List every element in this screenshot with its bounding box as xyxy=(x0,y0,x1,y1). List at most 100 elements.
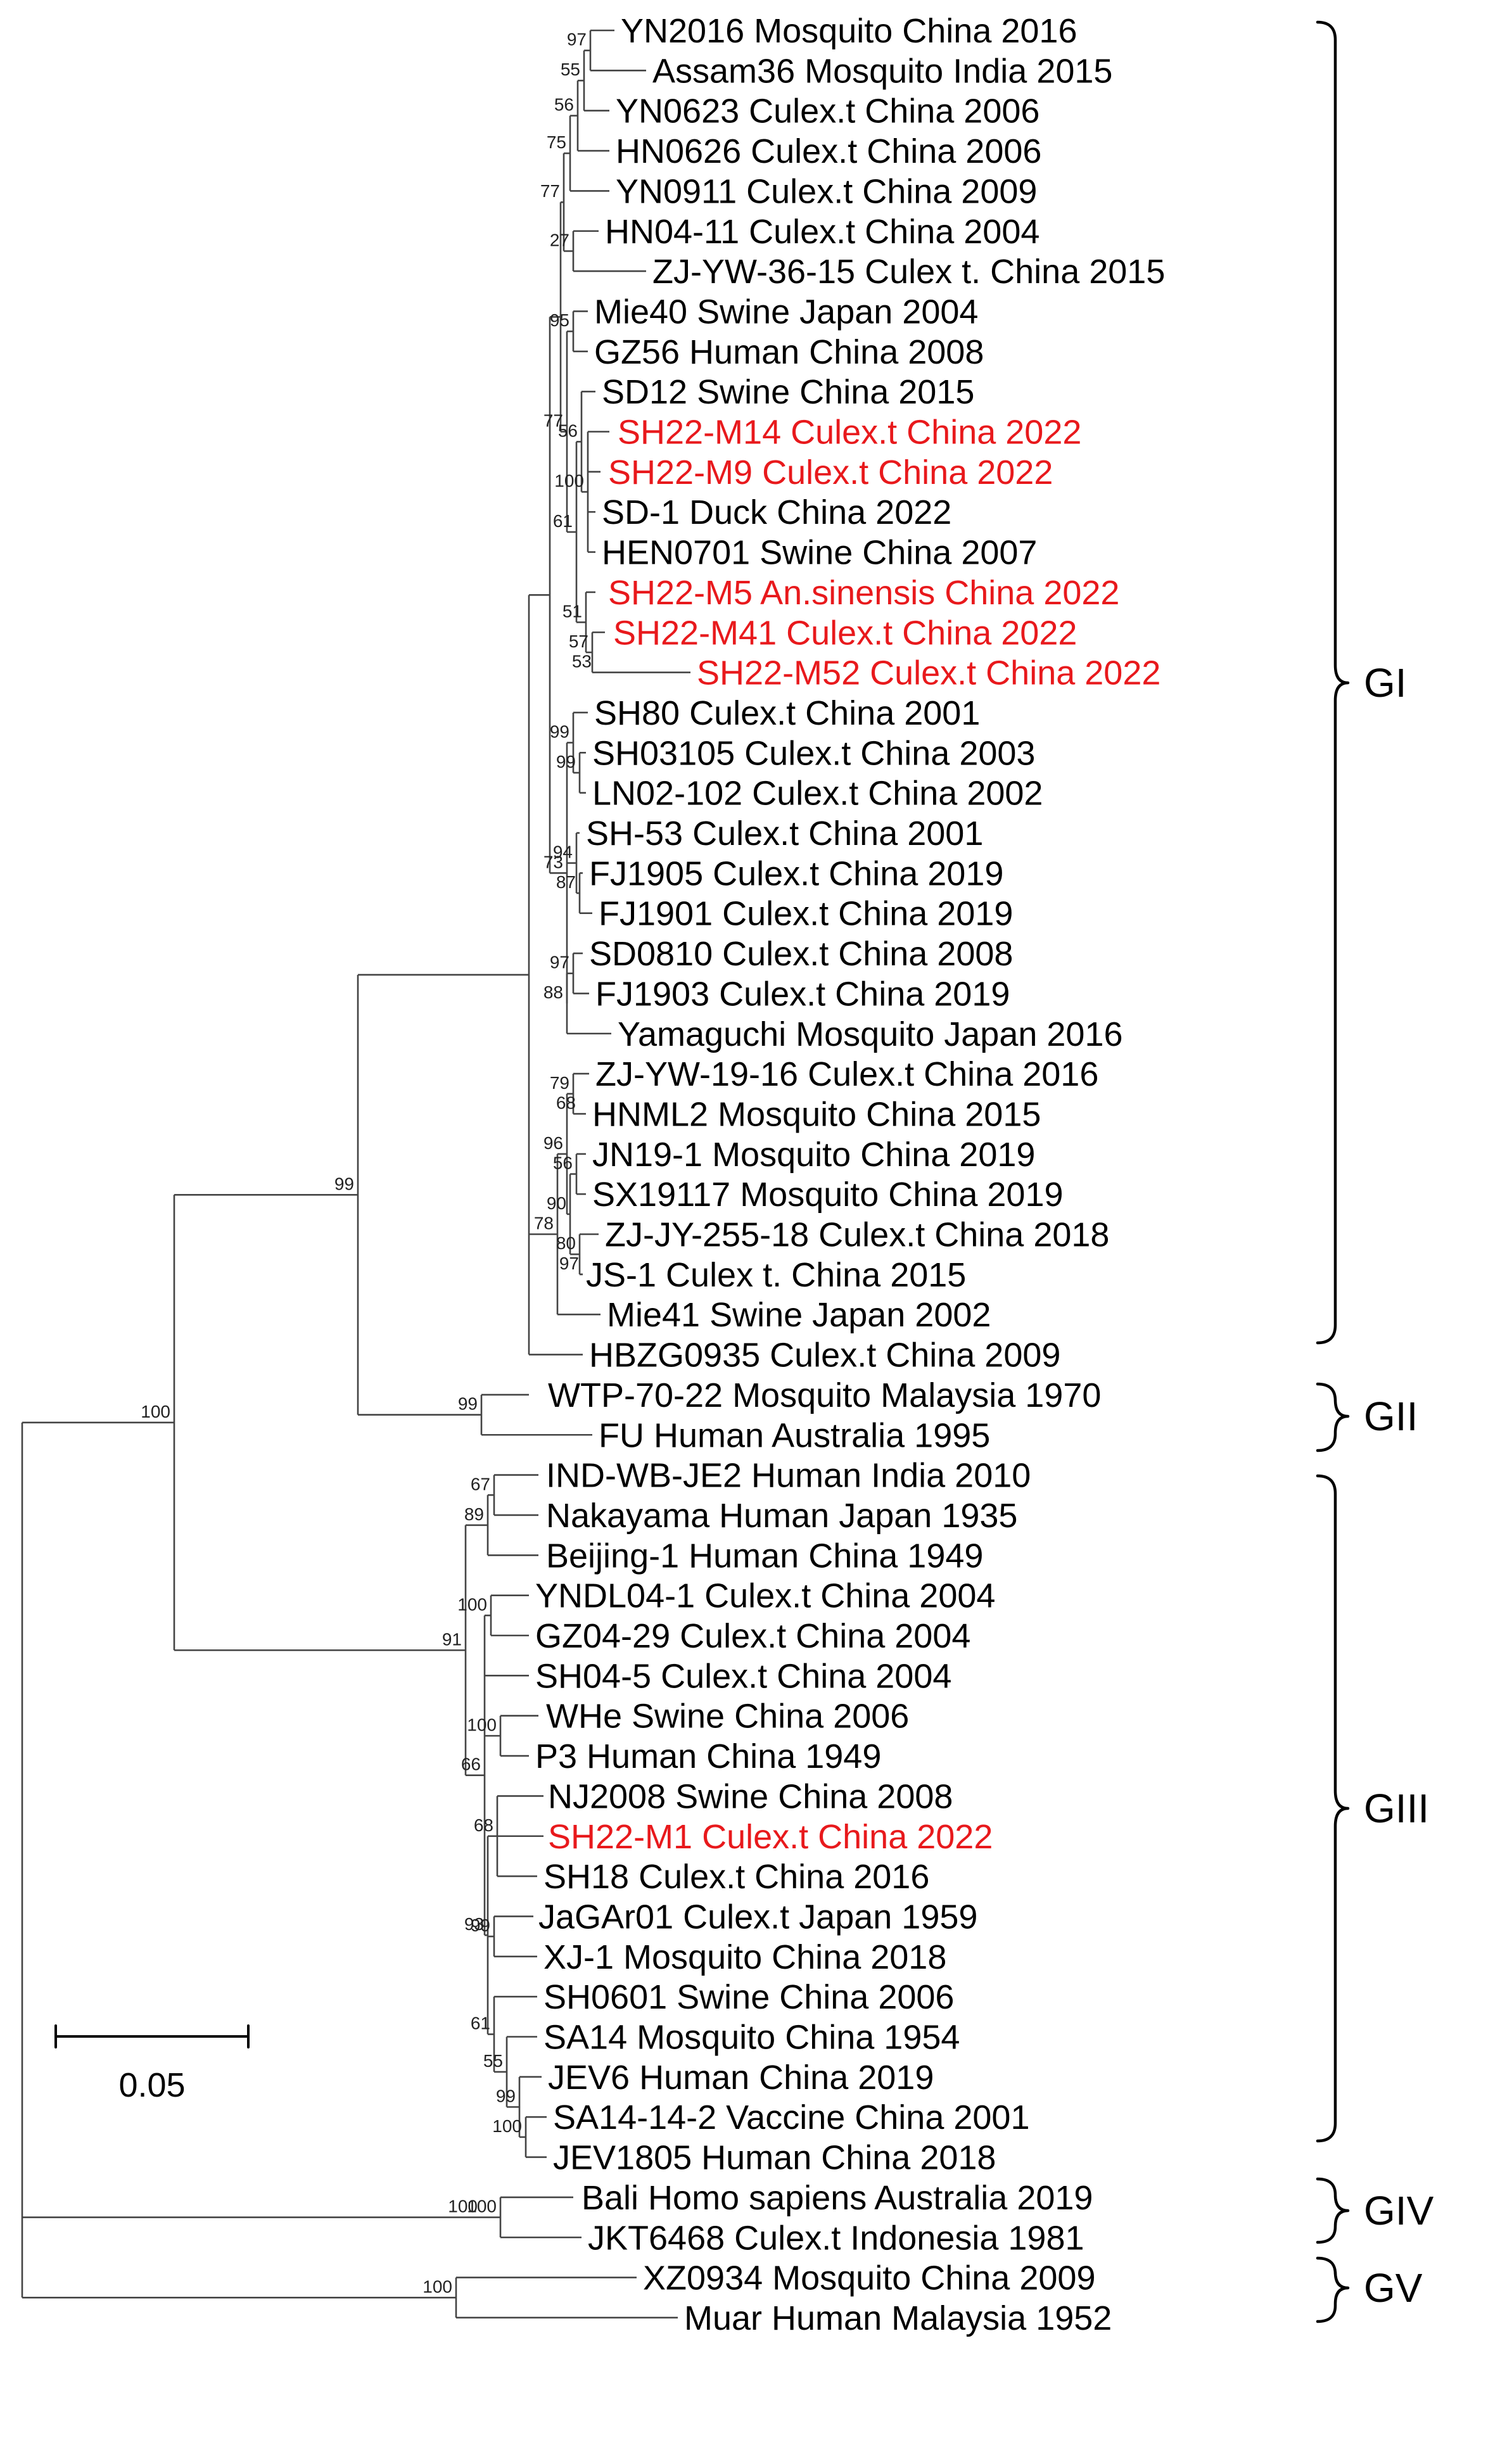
leaf-label: GZ56 Human China 2008 xyxy=(594,333,984,371)
clade-bracket xyxy=(1316,1382,1350,1452)
bootstrap-value: 67 xyxy=(471,1474,490,1494)
bootstrap-value: 100 xyxy=(141,1402,170,1421)
leaf-label: WHe Swine China 2006 xyxy=(546,1698,909,1736)
bootstrap-value: 56 xyxy=(558,421,578,440)
leaf-label: SH18 Culex.t China 2016 xyxy=(543,1858,929,1896)
leaf-label: SH80 Culex.t China 2001 xyxy=(594,694,980,732)
bootstrap-value: 88 xyxy=(543,982,563,1002)
leaf-label: SD0810 Culex.t China 2008 xyxy=(589,935,1013,973)
clade-label: GII xyxy=(1364,1394,1418,1439)
leaf-label: JN19-1 Mosquito China 2019 xyxy=(592,1136,1035,1174)
clade-label: GI xyxy=(1364,660,1407,706)
leaf-label: Assam36 Mosquito India 2015 xyxy=(652,52,1112,90)
leaf-label: JKT6468 Culex.t Indonesia 1981 xyxy=(588,2219,1084,2257)
leaf-label: FJ1903 Culex.t China 2019 xyxy=(595,975,1010,1013)
leaf-label: ZJ-YW-36-15 Culex t. China 2015 xyxy=(652,253,1165,291)
bootstrap-value: 78 xyxy=(534,1214,554,1233)
bootstrap-value: 99 xyxy=(458,1394,478,1414)
leaf-label: HN0626 Culex.t China 2006 xyxy=(616,132,1041,170)
leaf-label: SH22-M52 Culex.t China 2022 xyxy=(697,654,1160,692)
bootstrap-value: 75 xyxy=(547,132,566,152)
bootstrap-value: 97 xyxy=(550,953,569,972)
scale-bar-line xyxy=(54,2024,250,2048)
bootstrap-value: 100 xyxy=(554,471,584,491)
clade-brackets: GI GII GIII GIV GV xyxy=(1316,20,1434,2323)
leaf-label: SH22-M5 An.sinensis China 2022 xyxy=(608,574,1119,612)
tree-branches xyxy=(21,29,690,2319)
clade-label: GIII xyxy=(1364,1786,1429,1831)
bootstrap-value: 100 xyxy=(448,2197,478,2216)
leaf-label: FJ1901 Culex.t China 2019 xyxy=(599,895,1013,933)
leaf-label: ZJ-YW-19-16 Culex.t China 2016 xyxy=(595,1055,1098,1093)
leaf-label: SH22-M14 Culex.t China 2022 xyxy=(618,414,1081,452)
bootstrap-value: 68 xyxy=(556,1093,576,1112)
leaf-label: ZJ-JY-255-18 Culex.t China 2018 xyxy=(605,1216,1109,1254)
bootstrap-value: 95 xyxy=(550,310,569,330)
leaf-label: SH04-5 Culex.t China 2004 xyxy=(535,1657,951,1695)
bootstrap-value: 96 xyxy=(543,1133,563,1153)
leaf-label: HN04-11 Culex.t China 2004 xyxy=(605,213,1039,251)
bootstrap-value: 61 xyxy=(553,511,573,531)
leaf-label: SH03105 Culex.t China 2003 xyxy=(592,734,1035,772)
leaf-label: FU Human Australia 1995 xyxy=(599,1416,990,1454)
leaf-label: SD12 Swine China 2015 xyxy=(602,373,974,411)
bootstrap-value: 61 xyxy=(471,2014,490,2033)
bootstrap-value: 56 xyxy=(553,1153,573,1172)
bootstrap-value: 87 xyxy=(556,872,576,892)
leaf-label: LN02-102 Culex.t China 2002 xyxy=(592,775,1043,813)
leaf-label: SD-1 Duck China 2022 xyxy=(602,493,951,531)
bootstrap-value: 99 xyxy=(334,1174,354,1193)
leaf-label: SH22-M9 Culex.t China 2022 xyxy=(608,454,1053,492)
bootstrap-value: 100 xyxy=(467,1715,497,1734)
bootstrap-labels: 9755567527779510056535751617799998794978… xyxy=(141,30,592,2297)
leaf-label: YN0623 Culex.t China 2006 xyxy=(616,92,1039,130)
leaf-label: SX19117 Mosquito China 2019 xyxy=(592,1176,1064,1214)
leaf-label: GZ04-29 Culex.t China 2004 xyxy=(535,1617,970,1655)
bootstrap-value: 57 xyxy=(569,632,588,651)
leaf-label: JaGAr01 Culex.t Japan 1959 xyxy=(538,1898,977,1936)
leaf-label: XZ0934 Mosquito China 2009 xyxy=(643,2259,1095,2297)
leaf-label: SA14 Mosquito China 1954 xyxy=(543,2019,960,2057)
bootstrap-value: 27 xyxy=(550,230,569,250)
leaf-label: JEV6 Human China 2019 xyxy=(548,2059,934,2097)
clade-bracket xyxy=(1316,2256,1350,2323)
scale-bar: 0.05 xyxy=(54,2024,250,2104)
bootstrap-value: 89 xyxy=(464,1504,484,1524)
leaf-label: Mie41 Swine Japan 2002 xyxy=(607,1296,991,1334)
clade-bracket xyxy=(1316,2177,1350,2244)
leaf-label: SH0601 Swine China 2006 xyxy=(543,1978,954,2016)
leaf-label: YN2016 Mosquito China 2016 xyxy=(621,12,1077,50)
bootstrap-value: 99 xyxy=(471,1915,490,1935)
bootstrap-value: 80 xyxy=(556,1233,576,1253)
leaf-label: Mie40 Swine Japan 2004 xyxy=(594,293,978,331)
leaf-label: Beijing-1 Human China 1949 xyxy=(546,1537,983,1575)
bootstrap-value: 99 xyxy=(496,2086,516,2105)
bootstrap-value: 100 xyxy=(423,2277,452,2296)
bootstrap-value: 51 xyxy=(562,601,582,621)
bootstrap-value: 91 xyxy=(442,1629,462,1649)
leaf-label: NJ2008 Swine China 2008 xyxy=(548,1777,953,1815)
leaf-label: JEV1805 Human China 2018 xyxy=(553,2139,996,2177)
bootstrap-value: 90 xyxy=(547,1193,566,1213)
leaf-label: SA14-14-2 Vaccine China 2001 xyxy=(553,2099,1030,2137)
bootstrap-value: 100 xyxy=(457,1594,487,1614)
leaf-label: P3 Human China 1949 xyxy=(535,1737,881,1775)
bootstrap-value: 99 xyxy=(550,721,569,741)
leaf-label: HBZG0935 Culex.t China 2009 xyxy=(589,1337,1060,1375)
bootstrap-value: 100 xyxy=(467,2197,497,2216)
bootstrap-value: 94 xyxy=(553,842,573,862)
bootstrap-value: 53 xyxy=(572,652,592,671)
bootstrap-value: 73 xyxy=(543,852,563,872)
scale-bar-label: 0.05 xyxy=(118,2066,185,2104)
clade-label: GIV xyxy=(1364,2188,1434,2233)
bootstrap-value: 68 xyxy=(474,1815,493,1835)
leaf-label: IND-WB-JE2 Human India 2010 xyxy=(546,1457,1031,1495)
bootstrap-value: 55 xyxy=(561,60,580,79)
bootstrap-value: 93 xyxy=(464,1914,484,1934)
leaf-label: FJ1905 Culex.t China 2019 xyxy=(589,854,1003,892)
leaf-label: SH-53 Culex.t China 2001 xyxy=(586,815,983,853)
clade-bracket xyxy=(1316,1474,1350,2143)
leaf-label: WTP-70-22 Mosquito Malaysia 1970 xyxy=(548,1376,1101,1414)
bootstrap-value: 56 xyxy=(554,95,574,115)
